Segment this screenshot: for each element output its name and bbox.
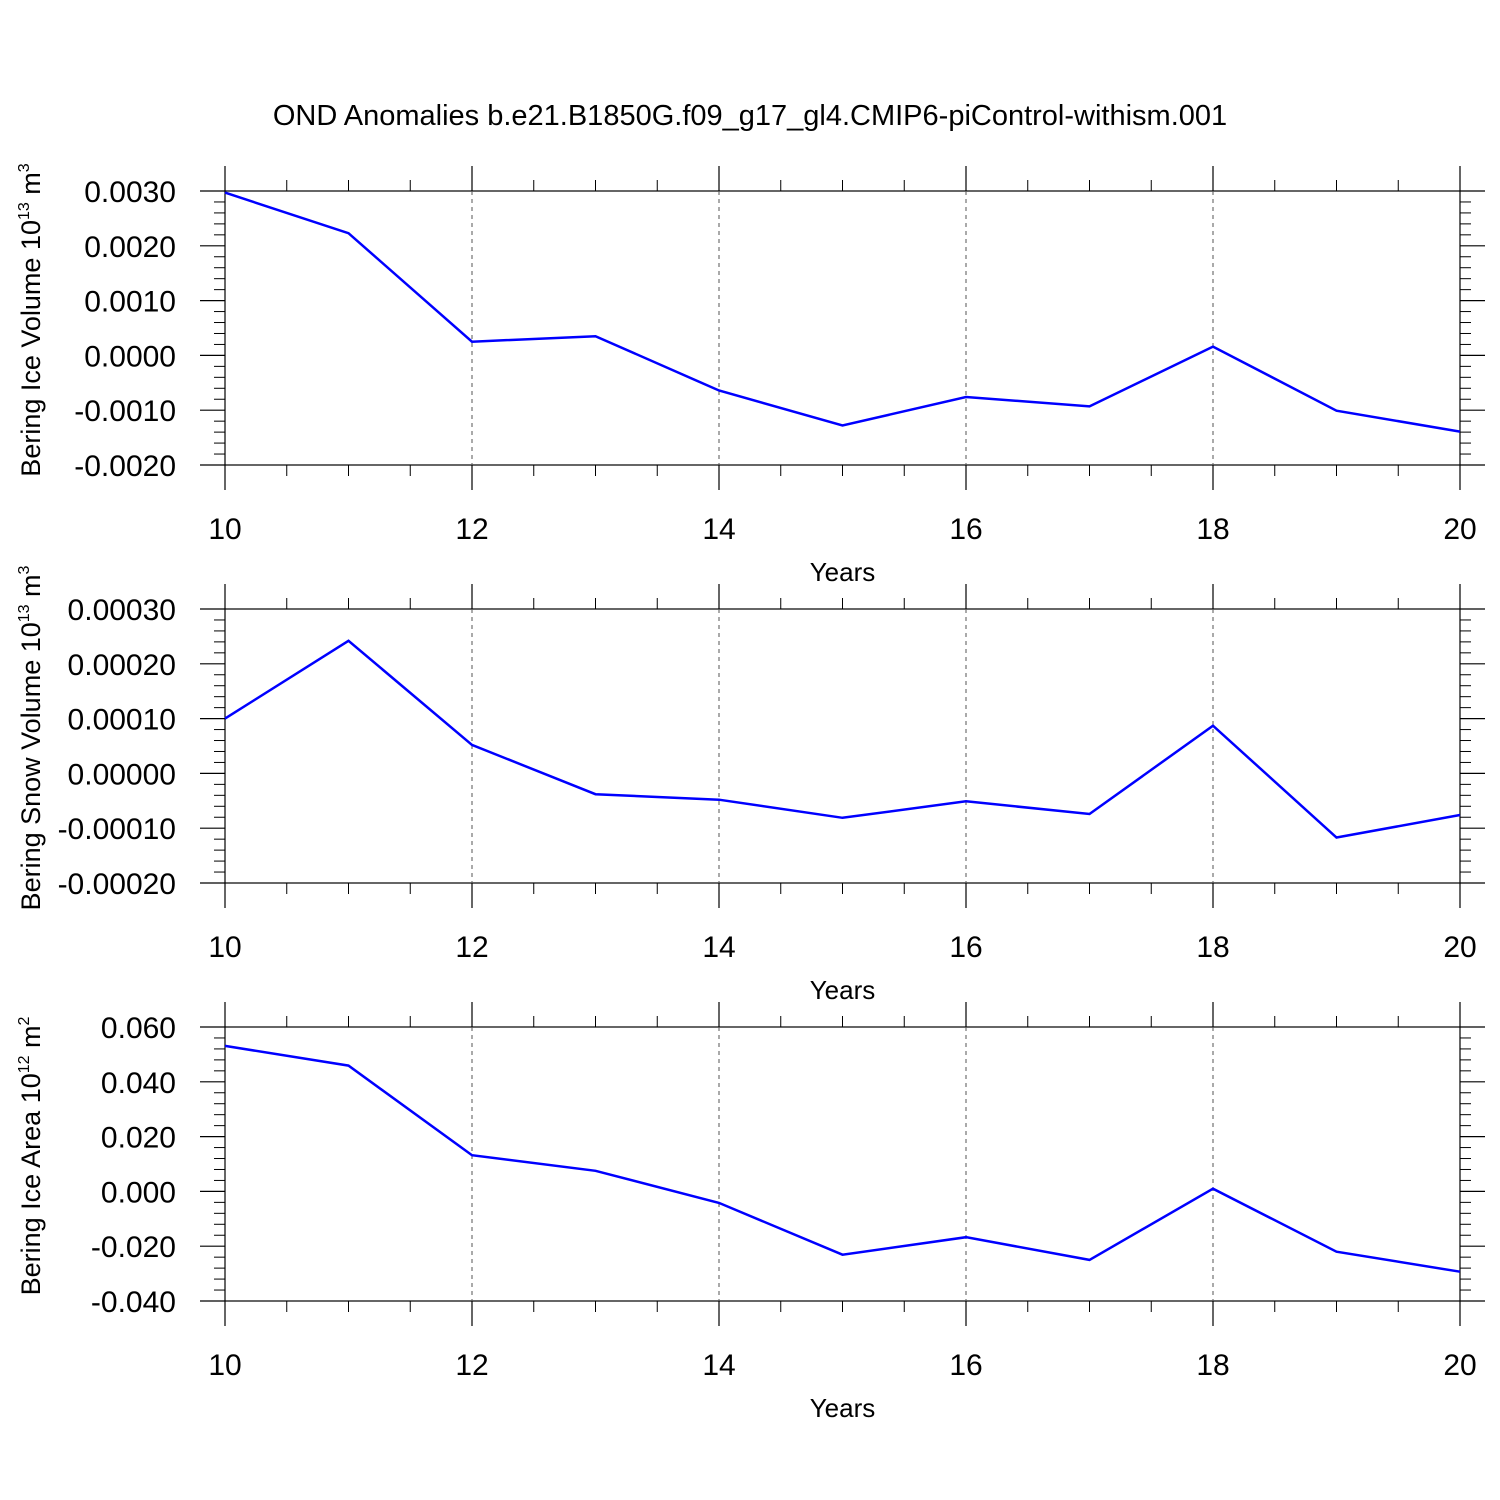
x-tick-label: 14 <box>702 931 735 964</box>
panel-2: 10 12 14 16 18 20 -0.00020 -0.00010 0.00000 0.000… <box>16 565 1485 1005</box>
x-tick-label: 12 <box>455 1349 488 1382</box>
x-tick-label: 20 <box>1443 513 1476 546</box>
plot-frame <box>224 1026 1461 1302</box>
x-tick-label: 18 <box>1196 513 1229 546</box>
y-tick-label: 0.00030 <box>68 594 176 627</box>
y-axis-title-unit-exp: 3 <box>16 565 33 574</box>
x-tick-label: 10 <box>208 513 241 546</box>
plot-frame <box>224 608 1461 884</box>
y-tick-label: -0.00010 <box>58 813 176 846</box>
x-tick-label: 20 <box>1443 1349 1476 1382</box>
y-axis-title: Bering Ice Volume 1013 m3 <box>16 163 46 476</box>
x-tick-label: 14 <box>702 513 735 546</box>
x-tick-label: 10 <box>208 1349 241 1382</box>
series-line <box>224 639 1461 839</box>
y-tick-label: 0.0010 <box>84 286 176 319</box>
y-axis-title-unit: m <box>16 172 46 202</box>
y-axis-title-unit-exp: 3 <box>16 163 33 172</box>
y-tick-label: -0.020 <box>91 1231 176 1264</box>
y-tick-label: -0.0020 <box>74 450 176 483</box>
y-tick-label: 0.0020 <box>84 231 176 264</box>
x-tick-label: 12 <box>455 931 488 964</box>
y-tick-label: -0.040 <box>91 1286 176 1319</box>
x-axis-title: Years <box>810 557 876 587</box>
y-axis-title-exp: 13 <box>16 202 33 220</box>
y-tick-label: -0.0010 <box>74 395 176 428</box>
x-tick-label: 16 <box>949 1349 982 1382</box>
x-tick-label: 14 <box>702 1349 735 1382</box>
y-axis-title-unit: m <box>16 574 46 604</box>
y-tick-label: 0.0030 <box>84 176 176 209</box>
y-tick-label: 0.040 <box>101 1067 176 1100</box>
panel-1: 10 12 14 16 18 20 -0.0020 -0.0010 0.0000 0.0010 0.… <box>16 163 1485 587</box>
y-axis-title-text: Bering Ice Volume 10 <box>16 220 46 477</box>
y-axis-title-text: Bering Snow Volume 10 <box>16 622 46 910</box>
y-tick-label: 0.060 <box>101 1012 176 1045</box>
chart-title: OND Anomalies b.e21.B1850G.f09_g17_gl4.C… <box>272 100 1228 132</box>
y-tick-label: -0.00020 <box>58 868 176 901</box>
x-axis-title: Years <box>810 1393 876 1423</box>
y-axis-title-unit-exp: 2 <box>16 1016 33 1025</box>
y-axis-title-exp: 12 <box>16 1055 33 1073</box>
x-tick-label: 16 <box>949 931 982 964</box>
y-axis-title-text: Bering Ice Area 10 <box>16 1073 46 1295</box>
x-tick-label: 20 <box>1443 931 1476 964</box>
x-tick-label: 18 <box>1196 1349 1229 1382</box>
y-axis-title: Bering Snow Volume 1013 m3 <box>16 565 46 910</box>
y-tick-label: 0.00020 <box>68 649 176 682</box>
plot-frame <box>224 190 1461 466</box>
x-tick-label: 10 <box>208 931 241 964</box>
y-axis-title-unit: m <box>16 1025 46 1055</box>
y-tick-label: 0.00010 <box>68 704 176 737</box>
series-line <box>224 1044 1461 1273</box>
x-tick-label: 12 <box>455 513 488 546</box>
x-tick-label: 18 <box>1196 931 1229 964</box>
x-tick-label: 16 <box>949 513 982 546</box>
x-axis-title: Years <box>810 975 876 1005</box>
y-tick-label: 0.000 <box>101 1176 176 1209</box>
y-tick-label: 0.020 <box>101 1122 176 1155</box>
y-tick-label: 0.00000 <box>68 758 176 791</box>
y-axis-title-exp: 13 <box>16 604 33 622</box>
y-tick-label: 0.0000 <box>84 340 176 373</box>
y-axis-title: Bering Ice Area 1012 m2 <box>16 1016 46 1295</box>
panel-3: 10 12 14 16 18 20 -0.040 -0.020 0.000 0.020 0.040 0… <box>16 1002 1485 1423</box>
series-line <box>224 191 1461 433</box>
